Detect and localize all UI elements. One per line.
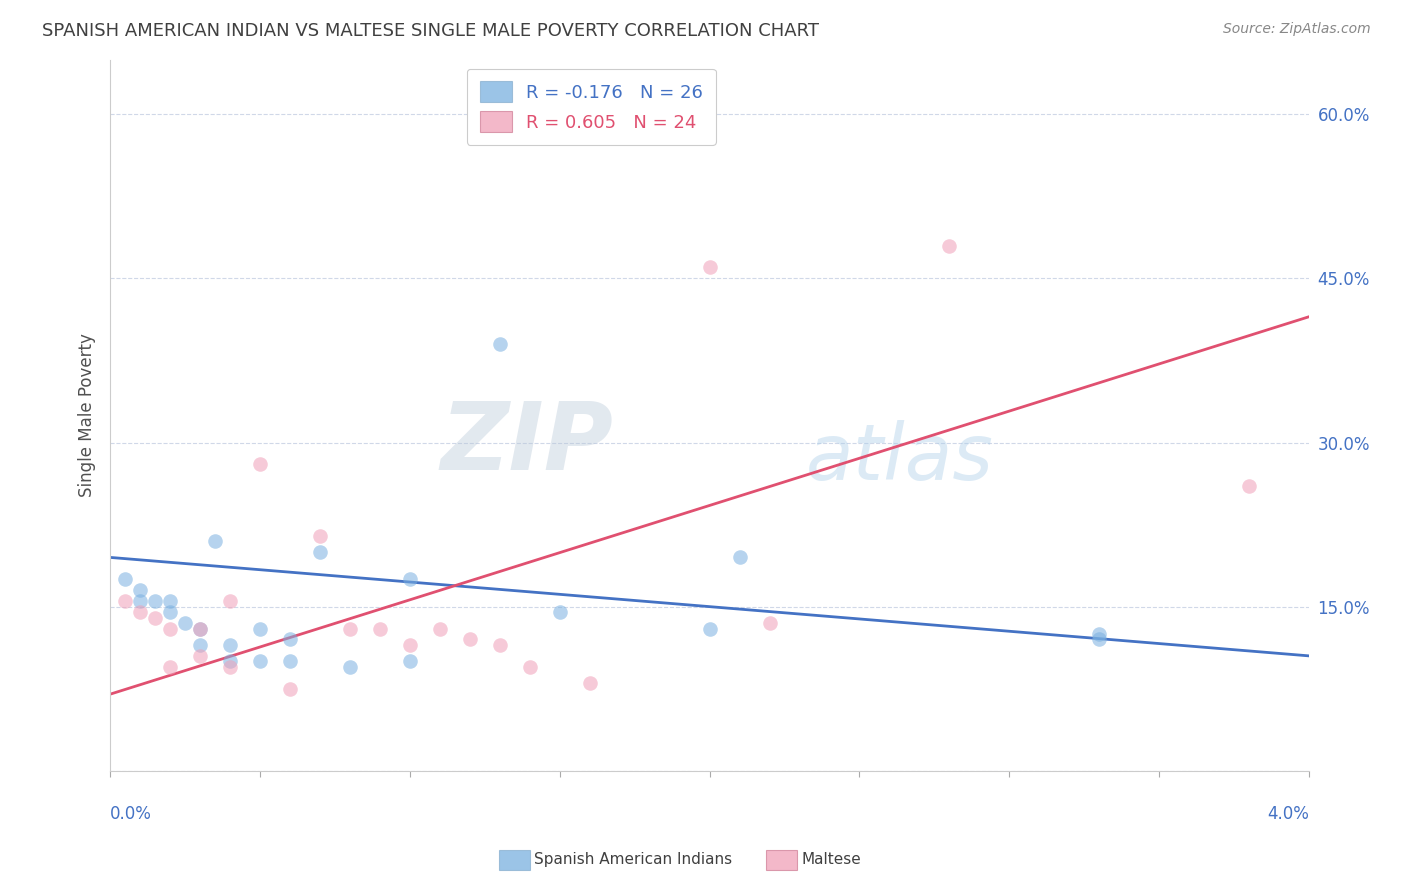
Point <box>174 615 197 630</box>
Point <box>219 660 242 674</box>
Point <box>159 605 181 619</box>
Point <box>114 594 136 608</box>
Point <box>399 654 422 668</box>
Point <box>488 638 510 652</box>
Legend: R = -0.176   N = 26, R = 0.605   N = 24: R = -0.176 N = 26, R = 0.605 N = 24 <box>467 69 716 145</box>
Point <box>339 622 361 636</box>
Point <box>309 545 332 559</box>
Point <box>339 660 361 674</box>
Point <box>368 622 391 636</box>
Point <box>578 676 600 690</box>
Point <box>1088 632 1111 647</box>
Point <box>143 594 166 608</box>
Point <box>399 572 422 586</box>
Text: 0.0%: 0.0% <box>110 805 152 823</box>
Point <box>728 550 751 565</box>
Point <box>143 610 166 624</box>
Text: Maltese: Maltese <box>801 853 860 867</box>
Point <box>278 632 301 647</box>
Point <box>159 622 181 636</box>
Y-axis label: Single Male Poverty: Single Male Poverty <box>79 334 96 497</box>
Point <box>249 654 271 668</box>
Point <box>309 528 332 542</box>
Text: ZIP: ZIP <box>441 398 613 490</box>
Point <box>188 622 211 636</box>
Point <box>399 638 422 652</box>
Point <box>188 648 211 663</box>
Point <box>938 238 960 252</box>
Text: SPANISH AMERICAN INDIAN VS MALTESE SINGLE MALE POVERTY CORRELATION CHART: SPANISH AMERICAN INDIAN VS MALTESE SINGL… <box>42 22 820 40</box>
Point <box>114 572 136 586</box>
Point <box>249 622 271 636</box>
Point <box>219 594 242 608</box>
Point <box>129 594 152 608</box>
Point <box>278 681 301 696</box>
Point <box>519 660 541 674</box>
Point <box>429 622 451 636</box>
Point <box>129 583 152 598</box>
Point <box>219 638 242 652</box>
Point <box>488 337 510 351</box>
Point <box>1237 479 1260 493</box>
Point <box>249 458 271 472</box>
Text: 4.0%: 4.0% <box>1267 805 1309 823</box>
Point <box>699 622 721 636</box>
Point <box>188 622 211 636</box>
Point <box>129 605 152 619</box>
Point <box>188 638 211 652</box>
Point <box>1088 627 1111 641</box>
Point <box>204 534 226 549</box>
Point <box>278 654 301 668</box>
Point <box>159 594 181 608</box>
Text: Source: ZipAtlas.com: Source: ZipAtlas.com <box>1223 22 1371 37</box>
Text: atlas: atlas <box>806 420 994 496</box>
Point <box>219 654 242 668</box>
Point <box>159 660 181 674</box>
Point <box>458 632 481 647</box>
Point <box>548 605 571 619</box>
Point <box>758 615 780 630</box>
Text: Spanish American Indians: Spanish American Indians <box>534 853 733 867</box>
Point <box>699 260 721 275</box>
